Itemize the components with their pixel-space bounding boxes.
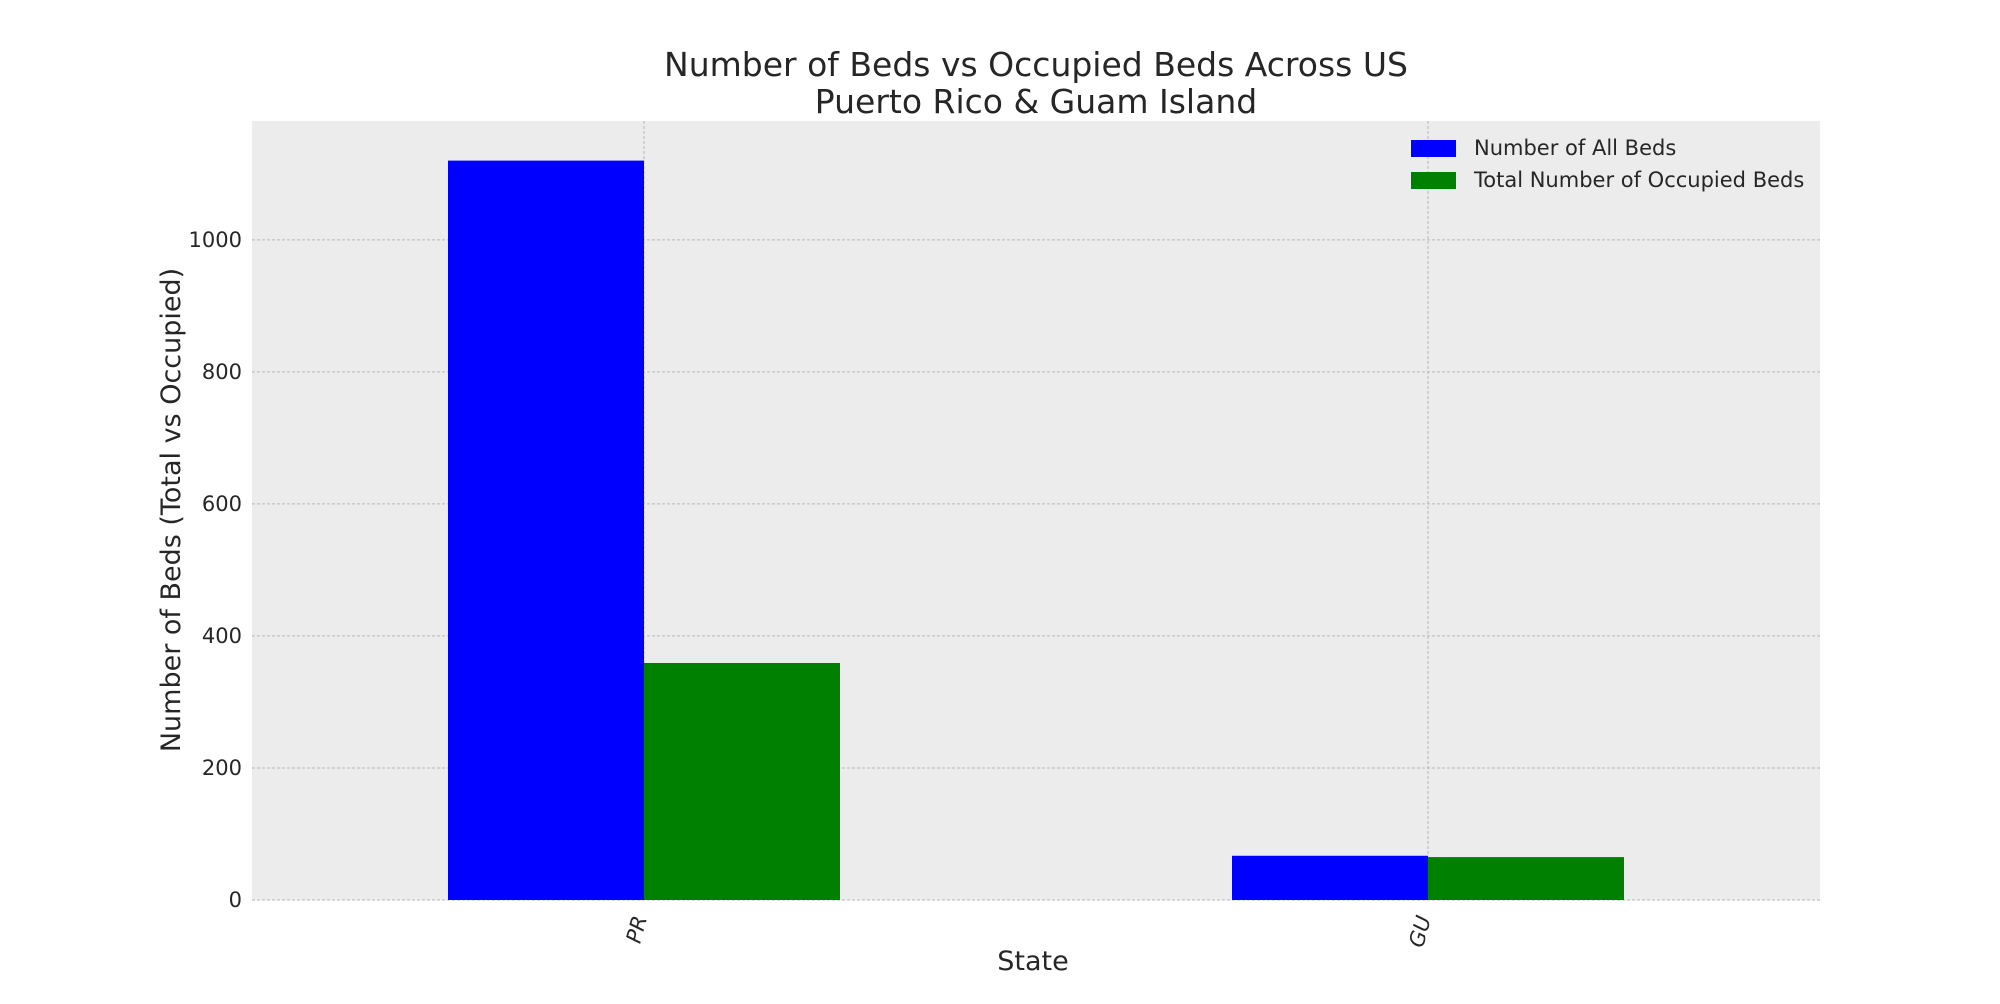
x-tick-label: GU xyxy=(1404,913,1435,950)
bar-gu-occupied-beds xyxy=(1428,857,1624,900)
y-tick-label: 1000 xyxy=(189,228,242,252)
y-tick-label: 800 xyxy=(202,360,242,384)
legend-swatch-occupied-beds xyxy=(1411,172,1456,189)
legend-swatch-all-beds xyxy=(1411,140,1456,157)
chart-title-line-2: Puerto Rico & Guam Island xyxy=(815,82,1257,121)
x-axis-ticks: PR GU xyxy=(622,913,1436,950)
y-tick-label: 200 xyxy=(202,756,242,780)
legend-label-occupied-beds: Total Number of Occupied Beds xyxy=(1473,168,1804,192)
y-axis-label: Number of Beds (Total vs Occupied) xyxy=(156,268,187,752)
chart-title-line-1: Number of Beds vs Occupied Beds Across U… xyxy=(664,45,1408,84)
legend-label-all-beds: Number of All Beds xyxy=(1474,136,1676,160)
x-axis-label: State xyxy=(997,946,1068,977)
y-axis-ticks: 0 200 400 600 800 1000 xyxy=(189,228,242,912)
x-tick-label: PR xyxy=(622,913,652,946)
bar-pr-all-beds xyxy=(448,160,644,900)
y-tick-label: 400 xyxy=(202,624,242,648)
bars xyxy=(448,160,1624,900)
y-tick-label: 600 xyxy=(202,492,242,516)
bar-gu-all-beds xyxy=(1232,855,1428,900)
legend: Number of All Beds Total Number of Occup… xyxy=(1411,136,1804,192)
y-tick-label: 0 xyxy=(229,888,242,912)
bar-pr-occupied-beds xyxy=(644,662,840,900)
